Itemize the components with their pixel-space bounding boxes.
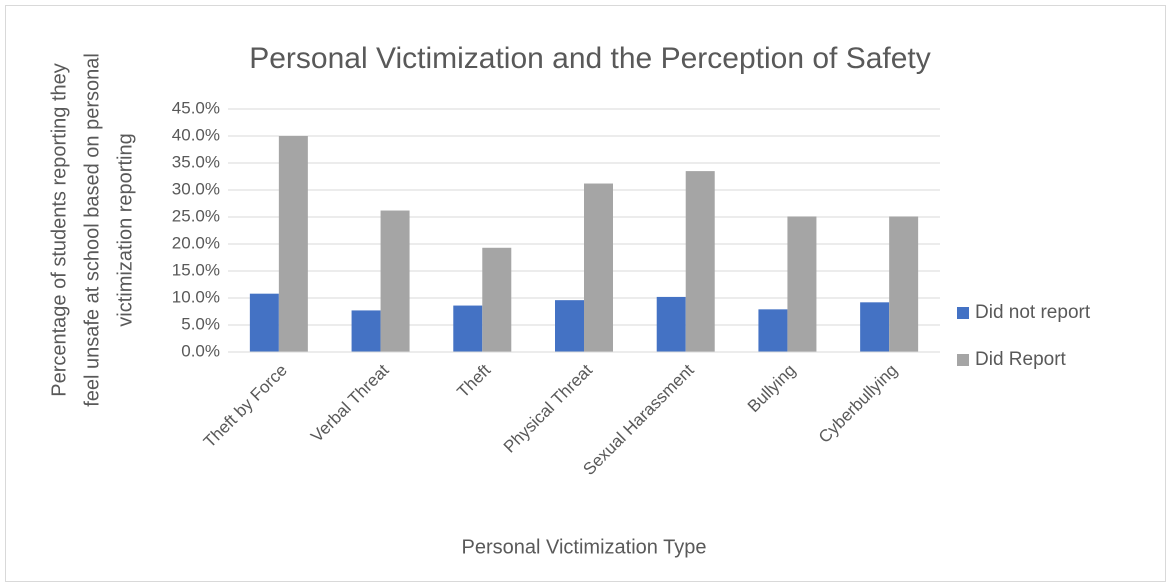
bar xyxy=(787,216,817,352)
legend-label: Did Report xyxy=(975,349,1067,370)
bar xyxy=(889,216,919,352)
y-tick-label: 25.0% xyxy=(172,206,220,225)
bar xyxy=(351,310,381,352)
bar xyxy=(453,305,483,352)
y-tick-label: 40.0% xyxy=(172,125,220,144)
bar xyxy=(249,293,279,352)
bar xyxy=(278,136,308,352)
bar xyxy=(758,309,788,352)
y-axis-title: victimization reporting xyxy=(114,133,136,326)
y-tick-label: 30.0% xyxy=(172,179,220,198)
y-tick-label: 20.0% xyxy=(172,233,220,252)
y-axis-title: feel unsafe at school based on personal xyxy=(81,53,103,407)
legend-swatch xyxy=(957,354,969,366)
bar xyxy=(380,210,410,352)
y-axis-title: Percentage of students reporting they xyxy=(48,63,70,397)
bar xyxy=(555,300,584,352)
bar xyxy=(656,296,686,352)
x-axis-title: Personal Victimization Type xyxy=(462,536,707,558)
bar xyxy=(482,247,512,352)
legend-swatch xyxy=(957,307,969,319)
bar xyxy=(584,183,613,352)
y-tick-label: 35.0% xyxy=(172,152,220,171)
bar xyxy=(860,302,890,352)
chart-title: Personal Victimization and the Perceptio… xyxy=(249,42,931,75)
y-tick-label: 10.0% xyxy=(172,287,220,306)
bar xyxy=(685,171,715,352)
y-tick-label: 15.0% xyxy=(172,260,220,279)
y-tick-label: 0.0% xyxy=(181,341,220,360)
y-tick-label: 45.0% xyxy=(172,98,220,117)
legend-label: Did not report xyxy=(975,302,1091,323)
y-tick-label: 5.0% xyxy=(181,314,220,333)
